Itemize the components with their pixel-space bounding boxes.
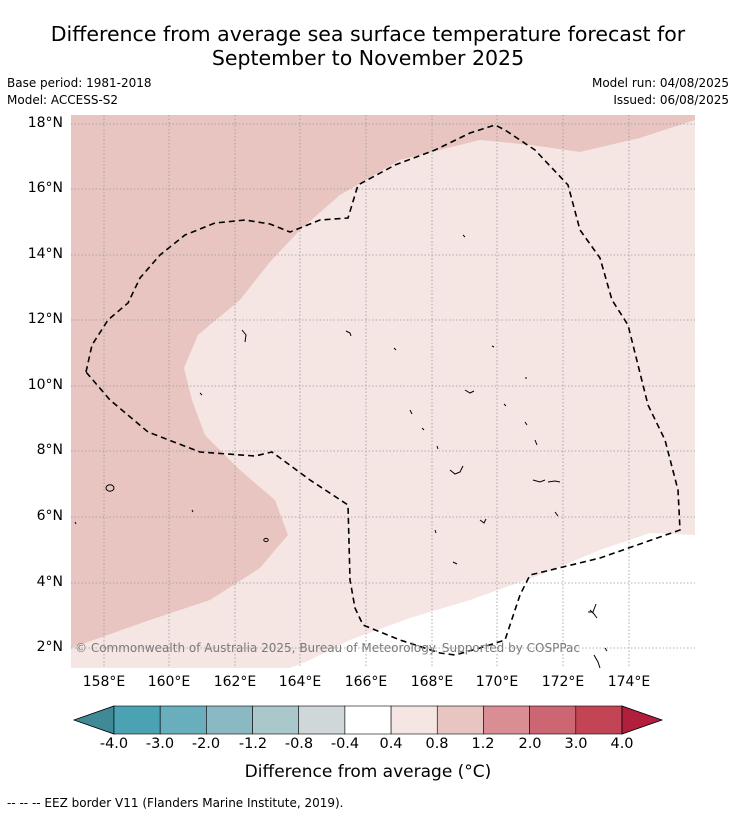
cbar-tick-6: 0.4 [379, 736, 403, 752]
cbar-bin-1 [159, 705, 207, 735]
island-namorik [434, 529, 437, 534]
cbar-tick-0: -4.0 [99, 736, 129, 752]
cbar-bin-6 [390, 705, 438, 735]
island-abaiang [588, 603, 597, 613]
island-lae [409, 409, 413, 415]
island-maloelap [524, 421, 528, 426]
lat-label-10n: 10°N [27, 377, 63, 393]
colorbar-title: Difference from average (°C) [244, 762, 492, 782]
gridlines [71, 115, 695, 668]
cbar-tick-3: -1.2 [238, 736, 268, 752]
island-maiana [604, 647, 608, 652]
lat-label-8n: 8°N [36, 442, 63, 458]
island-wotje [503, 403, 507, 407]
lon-label-164e: 164°E [278, 674, 322, 690]
lat-label-2n: 2°N [36, 639, 63, 655]
island-oroluk [199, 392, 203, 396]
island-namu [436, 445, 439, 450]
island-enewetak [345, 330, 352, 337]
meta-left: Base period: 1981-2018 Model: ACCESS-S2 [7, 75, 152, 109]
island-majuro [532, 479, 546, 483]
cbar-bin-4 [298, 705, 346, 735]
lat-label-18n: 18°N [27, 115, 63, 131]
issued-date: Issued: 06/08/2025 [613, 93, 729, 107]
lat-label-14n: 14°N [27, 246, 63, 262]
title-line-1: Difference from average sea surface temp… [50, 22, 686, 46]
island-tarawa [589, 609, 598, 619]
island-aur [534, 439, 538, 446]
island-pohnpei [105, 484, 115, 492]
cbar-tick-2: -2.0 [191, 736, 221, 752]
cbar-bin-0 [113, 705, 161, 735]
island-utirik [491, 345, 495, 348]
island-arno [547, 480, 561, 483]
island-kosrae [263, 537, 269, 543]
island-kili [452, 561, 458, 565]
cbar-high-extension [621, 705, 664, 735]
base-period: Base period: 1981-2018 [7, 76, 152, 90]
cbar-tick-10: 3.0 [564, 736, 588, 752]
island-ujelang [241, 329, 247, 343]
title-line-2: September to November 2025 [211, 46, 525, 70]
model-run: Model run: 04/08/2025 [591, 76, 729, 90]
lon-label-174e: 174°E [607, 674, 651, 690]
island-kwajalein [464, 389, 475, 394]
cbar-bin-5 [344, 705, 392, 735]
cbar-tick-4: -0.8 [284, 736, 314, 752]
lat-label-12n: 12°N [27, 311, 63, 327]
eez-border [85, 124, 681, 656]
lon-label-170e: 170°E [475, 674, 519, 690]
lon-label-172e: 172°E [541, 674, 585, 690]
island-mokil [191, 509, 194, 513]
lat-label-4n: 4°N [36, 574, 63, 590]
island-ujae [421, 427, 425, 431]
island-jaluit [449, 465, 464, 475]
cbar-bin-2 [206, 705, 253, 735]
anomaly-field [71, 115, 695, 668]
chart-title: Difference from average sea surface temp… [0, 22, 736, 70]
island-mili [554, 511, 559, 517]
cbar-bin-10 [575, 705, 623, 735]
lon-label-162e: 162°E [213, 674, 257, 690]
cbar-low-extension [72, 705, 115, 735]
island-abemama [593, 654, 601, 669]
islands [74, 234, 608, 669]
anomaly-region-0.4-0.8 [71, 120, 695, 668]
lon-label-166e: 166°E [344, 674, 388, 690]
cbar-tick-7: 0.8 [425, 736, 449, 752]
copyright-notice: © Commonwealth of Australia 2025, Bureau… [75, 641, 580, 655]
lon-label-168e: 168°E [410, 674, 454, 690]
eez-footnote: -- -- -- EEZ border V11 (Flanders Marine… [7, 796, 344, 810]
lat-label-6n: 6°N [36, 508, 63, 524]
meta-right: Model run: 04/08/2025 Issued: 06/08/2025 [592, 75, 729, 109]
lat-label-16n: 16°N [27, 180, 63, 196]
lon-label-158e: 158°E [82, 674, 126, 690]
cbar-tick-5: -0.4 [330, 736, 360, 752]
colorbar [72, 705, 664, 735]
cbar-bin-8 [483, 705, 530, 735]
cbar-tick-11: 4.0 [610, 736, 634, 752]
island-ebon [479, 518, 487, 524]
cbar-tick-8: 1.2 [471, 736, 495, 752]
anomaly-region-0.8-1.2 [71, 115, 695, 648]
island-bikini [393, 347, 397, 351]
cbar-bin-9 [529, 705, 577, 735]
island-bokak [462, 234, 466, 238]
cbar-tick-1: -3.0 [145, 736, 175, 752]
cbar-bin-3 [252, 705, 300, 735]
island-ant [74, 521, 77, 525]
cbar-bin-7 [436, 705, 484, 735]
cbar-tick-9: 2.0 [518, 736, 542, 752]
model-name: Model: ACCESS-S2 [7, 93, 119, 107]
lon-label-160e: 160°E [147, 674, 191, 690]
